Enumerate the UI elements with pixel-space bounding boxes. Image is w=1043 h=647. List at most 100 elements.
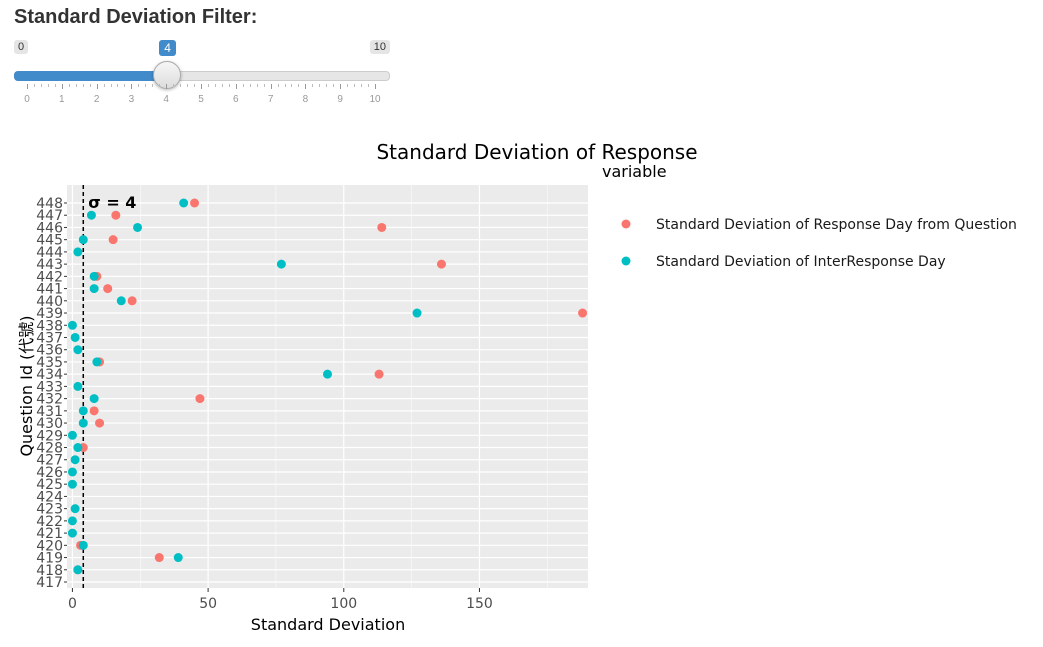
data-point-series-2 — [78, 406, 88, 416]
slider-tick — [221, 84, 223, 87]
slider-tick — [201, 84, 202, 89]
y-tick-label: 434 — [36, 367, 63, 383]
data-point-series-2 — [78, 540, 88, 550]
slider-tick — [187, 84, 189, 87]
data-point-series-2 — [86, 210, 96, 220]
slider-tick — [291, 84, 293, 87]
slider-tick — [117, 84, 119, 87]
slider-tick — [207, 84, 209, 87]
y-tick-label: 422 — [36, 514, 63, 530]
x-tick-label: 0 — [68, 596, 77, 612]
x-tick-label: 100 — [330, 596, 357, 612]
slider-tick-label: 5 — [198, 94, 204, 105]
data-point-series-2 — [73, 381, 83, 391]
slider-tick — [305, 84, 307, 89]
x-axis-label: Standard Deviation — [251, 615, 405, 634]
slider-tick — [194, 84, 196, 87]
slider-tick — [354, 84, 356, 87]
data-point-series-1 — [108, 235, 118, 245]
data-point-series-2 — [73, 247, 83, 257]
y-tick-label: 443 — [36, 257, 63, 273]
slider-tick — [235, 84, 237, 89]
slider-value-label: 4 — [159, 40, 176, 56]
data-point-series-2 — [323, 369, 332, 379]
y-tick-label: 438 — [36, 318, 63, 334]
slider-tick — [152, 84, 154, 87]
slider-tick — [75, 84, 77, 87]
data-point-series-1 — [377, 222, 387, 232]
slider-tick — [173, 84, 175, 87]
data-point-series-2 — [70, 332, 80, 342]
legend-key-1 — [621, 219, 631, 229]
slider-tick — [82, 84, 84, 87]
data-point-series-1 — [95, 418, 105, 428]
legend-key-2 — [621, 256, 631, 266]
slider-handle[interactable] — [153, 61, 182, 89]
data-point-series-2 — [70, 455, 80, 465]
slider-tick — [256, 84, 258, 87]
slider-tick — [319, 84, 321, 87]
data-point-series-1 — [111, 210, 121, 220]
slider-tick — [333, 84, 335, 87]
data-point-series-1 — [190, 198, 200, 208]
y-tick-label: 417 — [36, 575, 63, 591]
y-axis: 4174184194204214224234244254264274284294… — [36, 196, 67, 591]
filter-title: Standard Deviation Filter: — [14, 6, 258, 28]
y-tick-label: 430 — [36, 416, 63, 432]
data-point-series-2 — [73, 443, 83, 453]
slider-tick-label: 6 — [233, 94, 239, 105]
data-point-series-2 — [78, 235, 88, 245]
y-tick-label: 448 — [36, 196, 63, 212]
data-point-series-1 — [154, 553, 164, 563]
y-tick-label: 445 — [36, 233, 63, 249]
slider-tick — [326, 84, 328, 87]
y-tick-label: 419 — [36, 551, 63, 567]
y-tick-label: 436 — [36, 343, 63, 359]
y-tick-label: 428 — [36, 441, 63, 457]
slider-tick — [89, 84, 91, 87]
slider-max-label: 10 — [369, 40, 390, 54]
slider-tick-label: 9 — [337, 94, 343, 105]
slider-tick — [68, 84, 70, 87]
data-point-series-2 — [133, 222, 143, 232]
y-tick-label: 446 — [36, 220, 63, 236]
slider-tick-label: 2 — [93, 94, 100, 105]
data-point-series-1 — [578, 308, 588, 318]
threshold-line: σ = 4 — [82, 185, 136, 588]
y-tick-label: 418 — [36, 563, 63, 579]
slider-tick-label: 4 — [163, 94, 169, 105]
y-tick-label: 444 — [36, 245, 63, 261]
y-tick-label: 441 — [36, 282, 63, 298]
slider-tick — [33, 84, 35, 87]
data-point-series-2 — [173, 553, 183, 563]
x-axis: 0 50 100 150 — [68, 588, 493, 612]
y-tick-label: 432 — [36, 392, 63, 408]
data-point-series-2 — [67, 320, 77, 330]
slider-fill — [14, 71, 167, 81]
slider-tick — [347, 84, 349, 87]
slider-tick-label: 3 — [128, 94, 135, 105]
slider-tick-label: 0 — [24, 94, 30, 105]
slider-tick — [263, 84, 265, 87]
y-tick-label: 425 — [36, 477, 63, 493]
chart-title: Standard Deviation of Response — [376, 140, 697, 164]
y-tick-label: 426 — [36, 465, 63, 481]
slider-min-label: 0 — [14, 40, 29, 54]
slider-tick — [61, 84, 63, 89]
data-point-series-1 — [436, 259, 446, 269]
data-point-series-2 — [73, 345, 83, 355]
data-point-series-2 — [78, 418, 88, 428]
legend-title: variable — [602, 162, 667, 181]
slider-tick — [103, 84, 105, 87]
y-tick-label: 421 — [36, 526, 63, 542]
data-point-series-2 — [70, 504, 80, 514]
slider-tick — [138, 84, 140, 87]
slider-tick — [228, 84, 230, 87]
std-dev-slider[interactable]: 0 10 4 0 1 2 3 4 5 6 7 8 9 10 — [14, 38, 390, 110]
data-point-series-2 — [67, 516, 77, 526]
slider-tick-label: 7 — [267, 94, 274, 105]
y-tick-label: 447 — [36, 208, 63, 224]
data-point-series-1 — [89, 406, 99, 416]
slider-tick — [54, 84, 56, 87]
